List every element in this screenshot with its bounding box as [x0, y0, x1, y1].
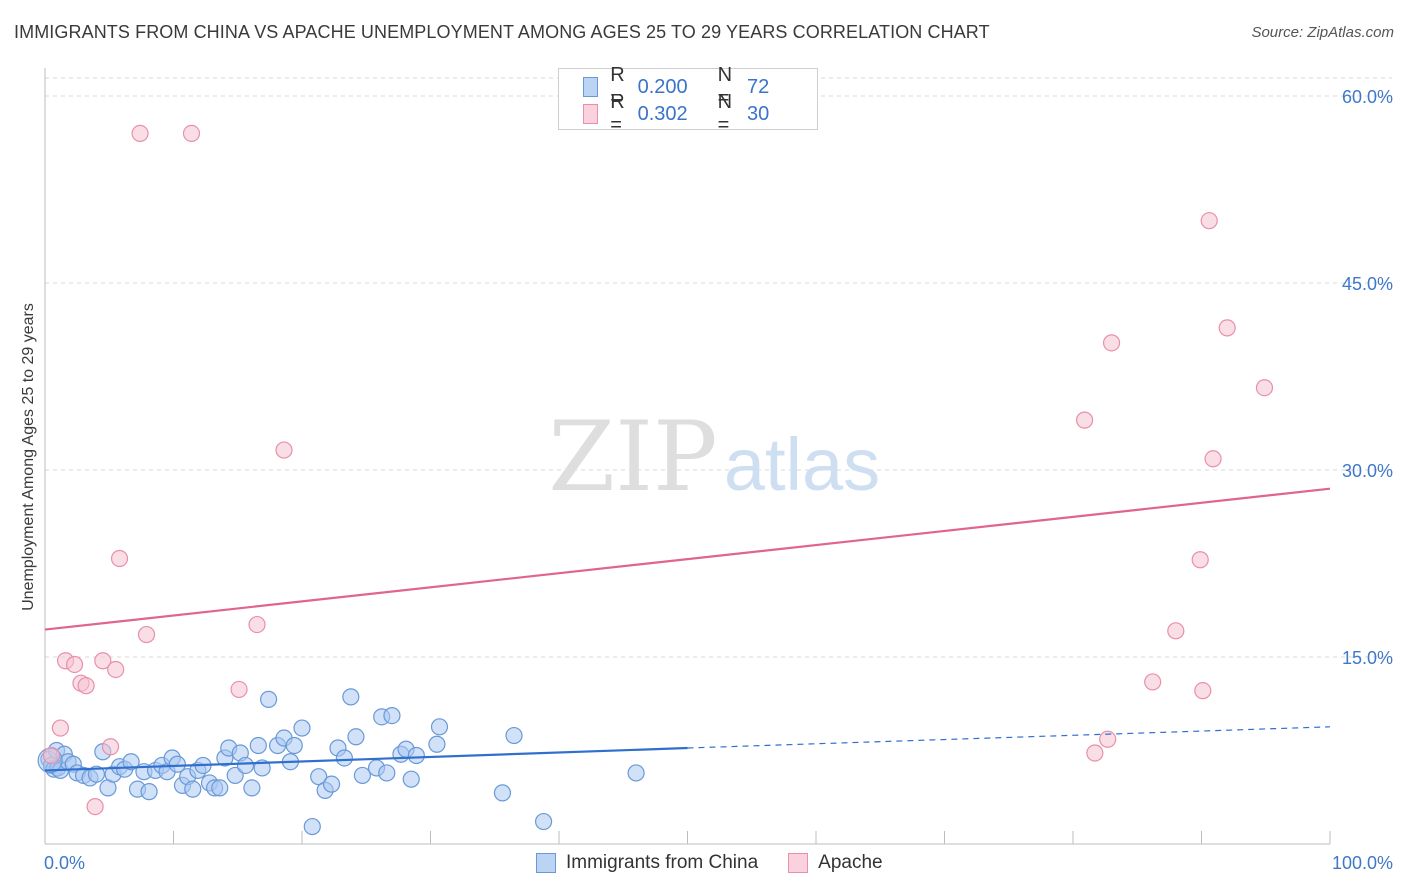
- r-value-apache: 0.302: [637, 102, 688, 125]
- point-china: [259, 690, 278, 708]
- point-china: [87, 765, 106, 783]
- legend-item-apache: Apache: [788, 852, 883, 874]
- point-apache: [1144, 673, 1162, 691]
- axes: [44, 68, 1331, 845]
- point-china: [168, 755, 186, 773]
- r-label: R =: [610, 91, 625, 136]
- trend-line-china-solid: [44, 746, 688, 772]
- x-tick-label-max: 100.0%: [1332, 853, 1393, 873]
- point-china: [293, 719, 311, 737]
- point-apache: [86, 797, 104, 816]
- watermark-atlas: atlas: [724, 423, 880, 506]
- n-label: N =: [717, 64, 733, 109]
- point-china: [184, 780, 202, 798]
- point-china: [322, 775, 341, 793]
- point-china: [493, 784, 512, 802]
- series-legend: Immigrants from China Apache: [536, 852, 913, 874]
- point-apache: [110, 549, 129, 568]
- point-apache: [1102, 334, 1121, 352]
- watermark-zip: ZIP: [548, 401, 717, 513]
- point-china: [342, 688, 360, 706]
- point-china: [236, 756, 255, 775]
- point-apache: [275, 441, 293, 459]
- point-apache: [1200, 212, 1218, 230]
- y-axis-label: Unemployment Among Ages 25 to 29 years: [20, 303, 37, 611]
- point-apache: [1255, 379, 1274, 397]
- point-china: [353, 766, 371, 785]
- point-apache: [1204, 450, 1222, 468]
- point-apache: [65, 655, 84, 674]
- point-apache: [51, 719, 70, 737]
- watermark: ZIP atlas: [548, 401, 880, 513]
- series-apache: [42, 124, 1274, 816]
- point-china: [122, 753, 140, 771]
- trend-line-apache: [44, 487, 1331, 631]
- n-value-china: 72: [746, 75, 770, 98]
- correlation-legend: R = 0.200 N = 72 R = 0.302 N = 30: [558, 64, 818, 136]
- r-value-china: 0.200: [637, 75, 688, 98]
- point-apache: [42, 746, 61, 765]
- r-label: R =: [610, 64, 625, 109]
- source-credit: Source: ZipAtlas.com: [1251, 24, 1394, 41]
- point-apache: [107, 660, 125, 679]
- point-china: [347, 728, 365, 746]
- legend-item-china: Immigrants from China: [536, 852, 758, 874]
- legend-label-china: Immigrants from China: [566, 852, 759, 873]
- y-tick-label: 15.0%: [1342, 648, 1393, 668]
- point-china: [430, 718, 449, 736]
- y-tick-label: 30.0%: [1342, 461, 1393, 481]
- point-apache: [1099, 730, 1117, 748]
- point-china: [211, 779, 229, 797]
- point-china: [140, 783, 158, 801]
- point-apache: [248, 615, 266, 634]
- gridlines: [45, 77, 1392, 658]
- point-china: [534, 812, 553, 831]
- point-apache: [77, 677, 95, 695]
- point-apache: [1167, 622, 1185, 640]
- point-china: [378, 764, 396, 782]
- point-china: [505, 726, 523, 745]
- series-immigrants-from-china: [37, 688, 645, 836]
- point-apache: [1086, 744, 1104, 762]
- trend-line-china-dashed: [687, 726, 1331, 749]
- chart-title: IMMIGRANTS FROM CHINA VS APACHE UNEMPLOY…: [14, 22, 990, 42]
- point-china: [627, 764, 645, 782]
- legend-row-apache: R = 0.302 N = 30: [583, 91, 817, 136]
- legend-row-china: R = 0.200 N = 72: [583, 64, 817, 109]
- legend-label-apache: Apache: [818, 852, 883, 873]
- point-china: [226, 766, 244, 785]
- legend-swatch-blue: [583, 77, 599, 97]
- point-apache: [1194, 682, 1212, 700]
- point-china: [428, 735, 446, 753]
- point-china: [407, 746, 425, 765]
- point-apache: [131, 124, 149, 142]
- point-apache: [1191, 551, 1209, 569]
- point-china: [402, 770, 420, 788]
- legend-swatch-pink: [788, 853, 809, 873]
- point-china: [285, 736, 303, 755]
- n-value-apache: 30: [746, 102, 770, 125]
- point-apache: [101, 738, 120, 756]
- y-tick-label: 60.0%: [1342, 87, 1393, 107]
- tick-labels: 15.0% 30.0% 45.0% 60.0% 0.0% 100.0%: [44, 87, 1393, 873]
- n-label: N =: [717, 91, 733, 136]
- point-apache: [94, 652, 112, 670]
- trend-lines: [44, 487, 1331, 772]
- legend-swatch-pink: [583, 104, 599, 124]
- y-tick-label: 45.0%: [1342, 274, 1393, 294]
- point-apache: [182, 124, 201, 142]
- point-china: [303, 817, 321, 836]
- x-tick-label-min: 0.0%: [44, 853, 85, 873]
- point-china: [335, 749, 354, 767]
- point-china: [249, 736, 267, 755]
- point-apache: [137, 625, 156, 644]
- legend-swatch-blue: [536, 853, 556, 873]
- point-apache: [230, 680, 248, 699]
- point-apache: [1075, 411, 1094, 429]
- point-china: [383, 706, 401, 725]
- point-china: [243, 779, 261, 797]
- point-apache: [1218, 319, 1236, 337]
